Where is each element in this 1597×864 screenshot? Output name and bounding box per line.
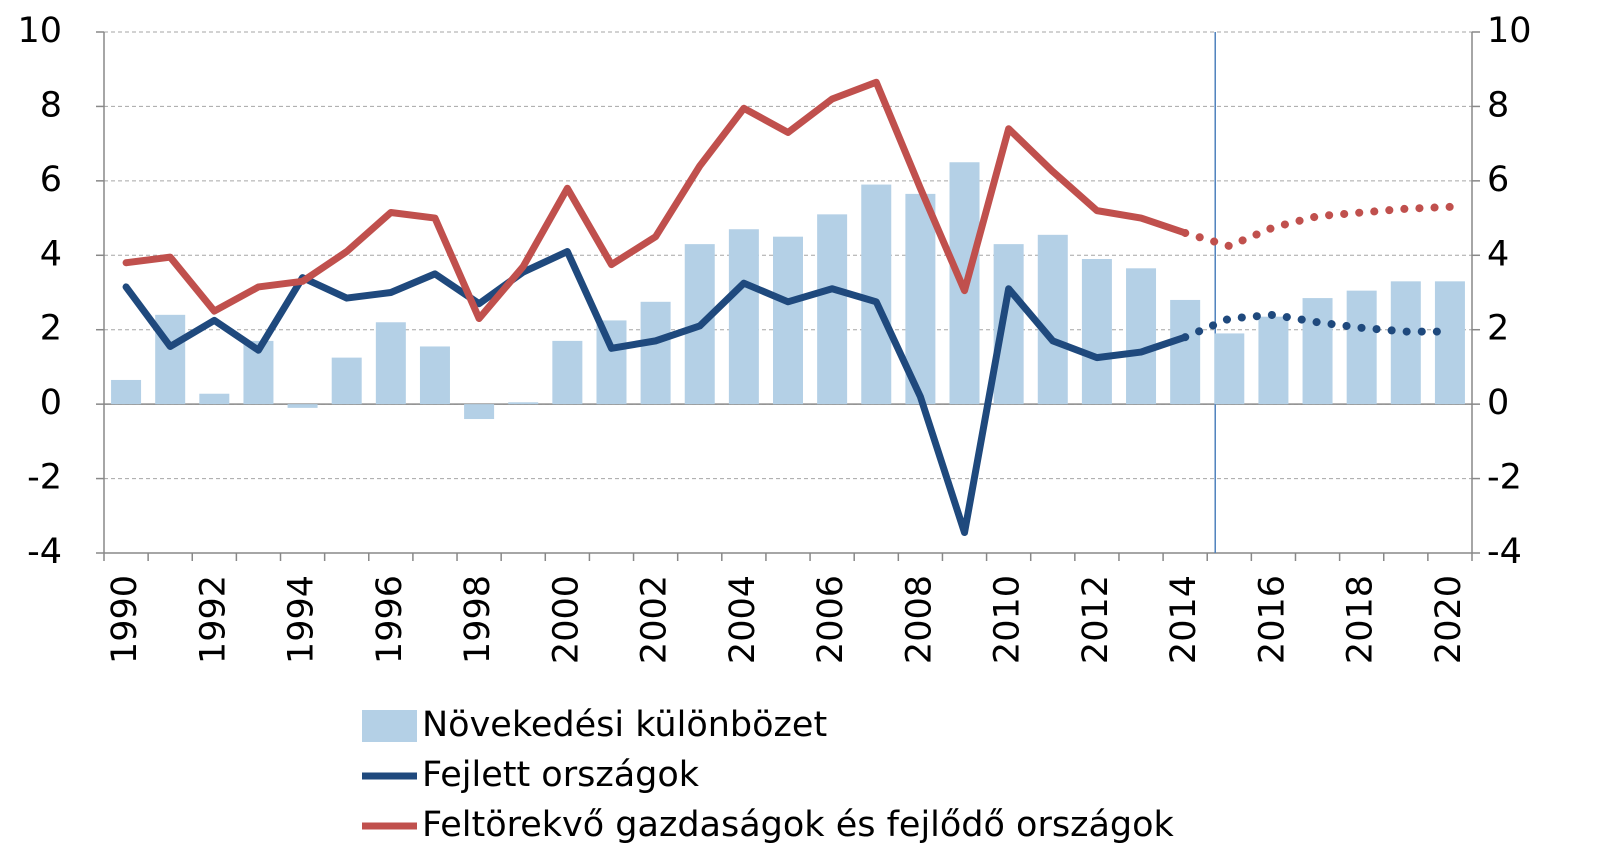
x-tick-label: 1998 xyxy=(458,575,498,664)
x-tick-label: 2000 xyxy=(546,575,586,664)
y-tick-label: 6 xyxy=(40,160,62,200)
bar xyxy=(640,301,671,405)
y2-tick-label: 2 xyxy=(1487,309,1509,349)
bar xyxy=(1126,268,1157,405)
bar xyxy=(419,346,450,405)
bar xyxy=(331,357,362,405)
legend-label: Növekedési különbözet xyxy=(422,705,827,745)
legend-label: Feltörekvő gazdaságok és fejlődő országo… xyxy=(422,805,1175,845)
bar xyxy=(728,229,759,405)
y-tick-label: 10 xyxy=(17,11,62,51)
bar xyxy=(1302,298,1333,405)
bar xyxy=(773,236,803,405)
bar xyxy=(1081,259,1112,405)
legend-label: Fejlett országok xyxy=(422,755,700,795)
bar xyxy=(1214,333,1245,405)
bar xyxy=(1390,281,1421,405)
x-tick-label: 1990 xyxy=(105,575,145,664)
y-tick-label: 2 xyxy=(40,309,62,349)
y-tick-label: 8 xyxy=(40,85,62,125)
bar xyxy=(861,184,892,405)
x-tick-label: 2008 xyxy=(899,575,939,664)
x-tick-label: 2002 xyxy=(635,575,675,664)
bar xyxy=(552,340,583,405)
y-tick-label: -2 xyxy=(27,458,62,498)
x-tick-label: 1996 xyxy=(370,575,410,664)
x-tick-label: 2020 xyxy=(1429,575,1469,664)
bar xyxy=(287,404,318,408)
y2-tick-label: -2 xyxy=(1487,458,1522,498)
x-tick-label: 1994 xyxy=(282,575,322,664)
bar xyxy=(1346,290,1377,405)
y-tick-label: -4 xyxy=(27,532,62,572)
y2-tick-label: 4 xyxy=(1487,234,1509,274)
line xyxy=(122,78,1189,323)
bar xyxy=(199,393,230,405)
forecast-line xyxy=(1181,202,1454,250)
bar xyxy=(1258,316,1289,405)
y2-tick-label: 0 xyxy=(1487,383,1509,423)
bar xyxy=(993,244,1024,405)
x-tick-label: 2012 xyxy=(1076,575,1116,664)
y2-tick-label: -4 xyxy=(1487,532,1522,572)
bar xyxy=(1170,299,1201,405)
x-tick-label: 2006 xyxy=(811,575,851,664)
y2-tick-label: 10 xyxy=(1487,11,1532,51)
x-tick-label: 2004 xyxy=(723,575,763,664)
bar xyxy=(464,404,495,420)
bar xyxy=(1037,234,1068,405)
bar xyxy=(508,402,539,405)
x-tick-label: 2014 xyxy=(1164,575,1204,664)
y2-tick-label: 8 xyxy=(1487,85,1509,125)
x-tick-label: 2018 xyxy=(1341,575,1381,664)
y-tick-label: 0 xyxy=(40,383,62,423)
legend-swatch xyxy=(362,710,417,742)
x-tick-label: 2010 xyxy=(988,575,1028,664)
x-tick-label: 2016 xyxy=(1252,575,1292,664)
y2-tick-label: 6 xyxy=(1487,160,1509,200)
bar xyxy=(375,322,406,405)
forecast-line xyxy=(1181,310,1454,342)
bar xyxy=(1434,281,1465,405)
bar xyxy=(817,214,848,405)
bar xyxy=(111,379,142,405)
x-tick-label: 1992 xyxy=(193,575,233,664)
y-tick-label: 4 xyxy=(40,234,62,274)
